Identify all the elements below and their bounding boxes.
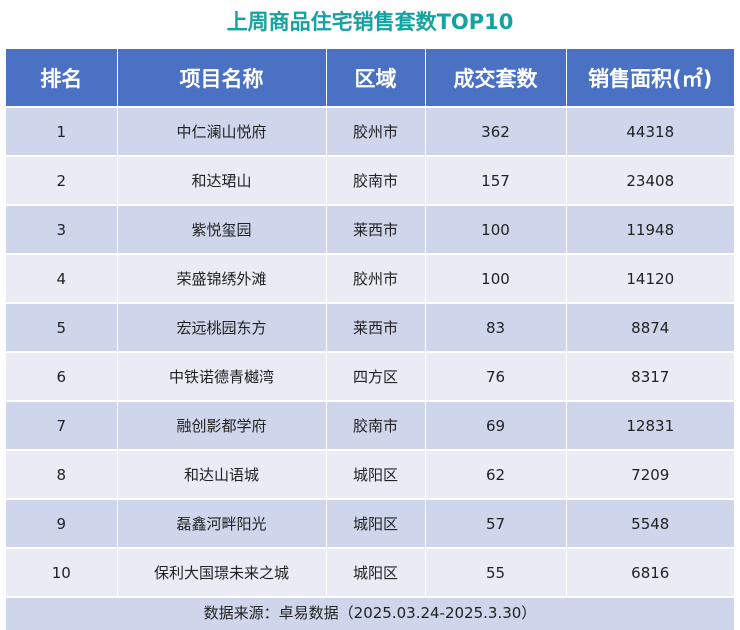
cell-sales-area: 8874 <box>566 303 734 353</box>
cell-region: 莱西市 <box>326 303 426 353</box>
cell-units-sold: 362 <box>425 107 567 157</box>
cell-rank: 4 <box>6 254 118 304</box>
cell-sales-area: 11948 <box>566 205 734 255</box>
table-header-row: 排名 项目名称 区域 成交套数 销售面积(㎡) <box>6 49 734 108</box>
cell-units-sold: 69 <box>425 401 567 451</box>
cell-sales-area: 12831 <box>566 401 734 451</box>
table-row: 6 中铁诺德青樾湾 四方区 76 8317 <box>6 352 734 402</box>
cell-units-sold: 100 <box>425 254 567 304</box>
table-row: 4 荣盛锦绣外滩 胶州市 100 14120 <box>6 254 734 304</box>
cell-units-sold: 100 <box>425 205 567 255</box>
cell-project-name: 磊鑫河畔阳光 <box>117 499 327 549</box>
cell-project-name: 紫悦玺园 <box>117 205 327 255</box>
cell-rank: 8 <box>6 450 118 500</box>
cell-rank: 2 <box>6 156 118 206</box>
cell-project-name: 融创影都学府 <box>117 401 327 451</box>
header-sales-area: 销售面积(㎡) <box>566 49 734 108</box>
cell-units-sold: 62 <box>425 450 567 500</box>
cell-region: 胶南市 <box>326 401 426 451</box>
header-project-name: 项目名称 <box>117 49 327 108</box>
table-row: 10 保利大国璟未来之城 城阳区 55 6816 <box>6 548 734 598</box>
table-row: 8 和达山语城 城阳区 62 7209 <box>6 450 734 500</box>
cell-project-name: 和达山语城 <box>117 450 327 500</box>
table-row: 2 和达珺山 胶南市 157 23408 <box>6 156 734 206</box>
cell-project-name: 和达珺山 <box>117 156 327 206</box>
cell-units-sold: 55 <box>425 548 567 598</box>
cell-rank: 5 <box>6 303 118 353</box>
table-row: 7 融创影都学府 胶南市 69 12831 <box>6 401 734 451</box>
cell-sales-area: 44318 <box>566 107 734 157</box>
cell-region: 胶州市 <box>326 254 426 304</box>
cell-rank: 3 <box>6 205 118 255</box>
cell-rank: 10 <box>6 548 118 598</box>
cell-rank: 9 <box>6 499 118 549</box>
cell-sales-area: 5548 <box>566 499 734 549</box>
sales-table: 排名 项目名称 区域 成交套数 销售面积(㎡) 1 中仁澜山悦府 胶州市 362… <box>6 49 734 598</box>
cell-rank: 7 <box>6 401 118 451</box>
cell-sales-area: 7209 <box>566 450 734 500</box>
header-region: 区域 <box>326 49 426 108</box>
cell-units-sold: 76 <box>425 352 567 402</box>
cell-region: 莱西市 <box>326 205 426 255</box>
table-row: 3 紫悦玺园 莱西市 100 11948 <box>6 205 734 255</box>
cell-region: 城阳区 <box>326 499 426 549</box>
cell-project-name: 荣盛锦绣外滩 <box>117 254 327 304</box>
cell-sales-area: 6816 <box>566 548 734 598</box>
data-source-note: 数据来源：卓易数据（2025.03.24-2025.3.30） <box>6 598 734 630</box>
table-row: 5 宏远桃园东方 莱西市 83 8874 <box>6 303 734 353</box>
cell-units-sold: 157 <box>425 156 567 206</box>
cell-units-sold: 83 <box>425 303 567 353</box>
cell-project-name: 中仁澜山悦府 <box>117 107 327 157</box>
cell-rank: 6 <box>6 352 118 402</box>
header-units-sold: 成交套数 <box>425 49 567 108</box>
header-rank: 排名 <box>6 49 118 108</box>
cell-region: 城阳区 <box>326 450 426 500</box>
cell-region: 城阳区 <box>326 548 426 598</box>
table-row: 1 中仁澜山悦府 胶州市 362 44318 <box>6 107 734 157</box>
cell-sales-area: 14120 <box>566 254 734 304</box>
cell-project-name: 中铁诺德青樾湾 <box>117 352 327 402</box>
cell-sales-area: 8317 <box>566 352 734 402</box>
cell-rank: 1 <box>6 107 118 157</box>
cell-units-sold: 57 <box>425 499 567 549</box>
cell-region: 胶州市 <box>326 107 426 157</box>
cell-sales-area: 23408 <box>566 156 734 206</box>
cell-region: 四方区 <box>326 352 426 402</box>
cell-project-name: 宏远桃园东方 <box>117 303 327 353</box>
cell-project-name: 保利大国璟未来之城 <box>117 548 327 598</box>
cell-region: 胶南市 <box>326 156 426 206</box>
page-title: 上周商品住宅销售套数TOP10 <box>226 10 514 34</box>
table-row: 9 磊鑫河畔阳光 城阳区 57 5548 <box>6 499 734 549</box>
